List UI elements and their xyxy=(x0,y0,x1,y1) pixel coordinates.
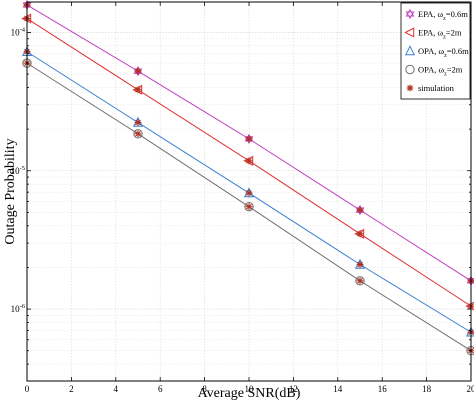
simulation-point xyxy=(134,130,142,138)
x-tick-label: 8 xyxy=(202,384,207,394)
simulation-point xyxy=(134,119,142,126)
legend-item: OPA, ωz=2m xyxy=(405,64,463,78)
simulation-point xyxy=(356,261,364,268)
simulation-point xyxy=(134,86,142,94)
simulation-point xyxy=(134,67,142,75)
simulation-point xyxy=(245,135,253,143)
x-tick-label: 18 xyxy=(422,384,432,394)
x-tick-label: 16 xyxy=(378,384,388,394)
x-tick-label: 14 xyxy=(333,384,343,394)
y-tick-label: 10-6 xyxy=(11,303,26,314)
y-tick-label: 10-4 xyxy=(11,26,26,37)
grid-lines xyxy=(26,2,472,381)
x-tick-label: 2 xyxy=(69,384,74,394)
series-4-point xyxy=(244,201,254,212)
series-4-point xyxy=(133,129,143,139)
legend-label: OPA, ωz=0.6m xyxy=(418,46,469,59)
legend-marker xyxy=(404,27,415,38)
x-tick-label: 12 xyxy=(289,384,298,394)
legend-marker xyxy=(405,8,415,20)
legend: EPA, ωz=0.6m EPA, ωz=2m OPA, ωz=0.6m OPA, ω… xyxy=(400,2,471,100)
x-tick-label: 20 xyxy=(467,384,474,394)
y-tick-label: 10-5 xyxy=(11,165,25,176)
simulation-point xyxy=(245,157,253,165)
legend-label: simulation xyxy=(418,83,455,93)
simulation-point xyxy=(245,189,253,197)
x-axis-title: Average SNR(dB) xyxy=(198,386,301,401)
legend-item: simulation xyxy=(406,83,455,93)
x-tick-label: 4 xyxy=(114,384,119,394)
legend-item: EPA, ωz=0.6m xyxy=(405,8,468,22)
x-tick-label: 0 xyxy=(25,384,30,394)
legend-item: EPA, ωz=2m xyxy=(404,27,462,41)
x-tick-label: 6 xyxy=(158,384,163,394)
legend-marker xyxy=(405,64,415,75)
y-axis-title: Outage Probability xyxy=(3,138,18,244)
legend-item: OPA, ωz=0.6m xyxy=(404,45,469,59)
legend-marker xyxy=(404,45,416,56)
axis-ticks: 0 2 4 6 8 10 12 14 16 18 20 10-4 10-5 10-6 xyxy=(11,2,474,394)
x-tick-label: 10 xyxy=(245,384,255,394)
legend-label: OPA, ωz=2m xyxy=(418,65,463,78)
series-4-point xyxy=(355,276,365,286)
simulation-point xyxy=(356,277,364,285)
legend-label: EPA, ωz=2m xyxy=(418,28,462,41)
simulation-point xyxy=(245,203,253,211)
simulation-point xyxy=(356,230,364,238)
simulation-point xyxy=(356,206,364,214)
legend-label: EPA, ωz=0.6m xyxy=(418,9,468,22)
legend-simulation-marker xyxy=(406,84,414,92)
